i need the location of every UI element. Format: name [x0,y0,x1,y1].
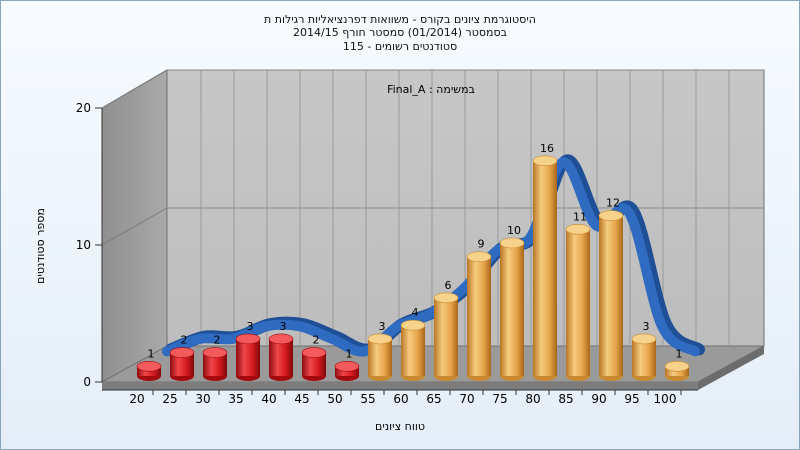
x-tick-label: 100 [654,392,677,406]
bar-body [434,297,458,376]
bar [598,210,624,381]
x-tick-label: 35 [228,392,243,406]
bar-value-label: 4 [412,306,419,319]
bar-top [433,292,459,304]
floor-right-edge [698,346,764,390]
bar-top [532,155,558,167]
bar-value-label: 3 [280,320,287,333]
bar-value-label: 11 [573,210,587,223]
bar-top [400,319,426,331]
x-tick-label: 65 [426,392,441,406]
bar-top [169,347,195,358]
bar-top [334,360,360,372]
bar-body [467,256,491,376]
bar-top [367,333,393,345]
bar-top [565,224,591,235]
bar [235,333,261,381]
bar-top [235,333,261,345]
floor-front-edge [102,382,698,390]
grid-line-side [101,207,168,246]
bar-value-label: 1 [148,347,155,360]
bar-value-label: 12 [606,197,620,210]
bar-body [632,338,656,376]
bar-value-label: 1 [346,347,353,360]
bar-top [499,237,525,249]
bar [565,224,591,381]
x-tick-label: 85 [558,392,573,406]
bar [664,360,690,381]
x-tick-label: 20 [129,392,144,406]
x-tick-label: 25 [162,392,177,406]
bar-top [301,347,327,358]
x-tick-label: 60 [393,392,408,406]
bar-value-label: 3 [247,320,254,333]
bar-value-label: 3 [379,320,386,333]
bar-body [302,352,326,376]
bar [532,155,558,381]
bar-body [533,160,557,376]
bar [169,347,195,381]
x-tick-label: 45 [294,392,309,406]
bar-body [170,352,194,376]
y-axis-label: מספר סטודנטים [34,208,47,284]
bar-value-label: 3 [643,320,650,333]
bar [268,333,294,381]
floor [100,345,765,383]
bar-body [500,243,524,376]
y-tick-label: 20 [76,101,91,115]
bar [466,251,492,381]
x-tick-label: 55 [360,392,375,406]
bar [631,333,657,381]
bar-value-label: 10 [507,224,521,237]
bar-value-label: 2 [313,334,320,347]
x-tick-label: 75 [492,392,507,406]
bar-body [401,325,425,376]
bar-body [368,338,392,376]
x-tick-label: 40 [261,392,276,406]
bar-top [202,347,228,358]
x-tick-label: 30 [195,392,210,406]
x-tick-label: 70 [459,392,474,406]
bar [136,360,162,381]
grid-line-side [101,69,168,109]
bar-top [268,333,294,345]
bar [334,360,360,381]
bar-top [598,210,624,221]
bar [367,333,393,381]
task-annotation: במשימה : Final_A [387,83,475,96]
bar-body [203,352,227,376]
bar [433,292,459,381]
bar-value-label: 2 [181,334,188,347]
x-tick-label: 90 [591,392,606,406]
bar-top [631,333,657,345]
bar [499,237,525,381]
bar-body [599,215,623,376]
x-tick-label: 80 [525,392,540,406]
bar-value-label: 2 [214,334,221,347]
bar-top [466,251,492,263]
bar [400,319,426,381]
y-tick-label: 0 [83,375,91,389]
bar-body [236,338,260,376]
bar-value-label: 16 [540,142,554,155]
bar-value-label: 1 [676,347,683,360]
x-tick-label: 95 [624,392,639,406]
chart-subtitle-semester: בסמסטר (01/2014) סמסטר חורף 2014/15 [293,26,507,39]
chart-title: היסטוגרמת ציונים בקורס - משוואות דפרנציא… [264,13,536,26]
y-tick-label: 10 [76,238,91,252]
bar-top [664,360,690,372]
x-tick-label: 50 [327,392,342,406]
bar-body [566,229,590,376]
bar-value-label: 9 [478,238,485,251]
bar [301,347,327,381]
x-axis-label: טווח ציונים [375,420,425,433]
bar [202,347,228,381]
bar-top [136,360,162,372]
bar-body [269,338,293,376]
bar-value-label: 6 [445,279,452,292]
chart-subtitle-students: סטודנטים רשומים - 115 [342,40,458,53]
